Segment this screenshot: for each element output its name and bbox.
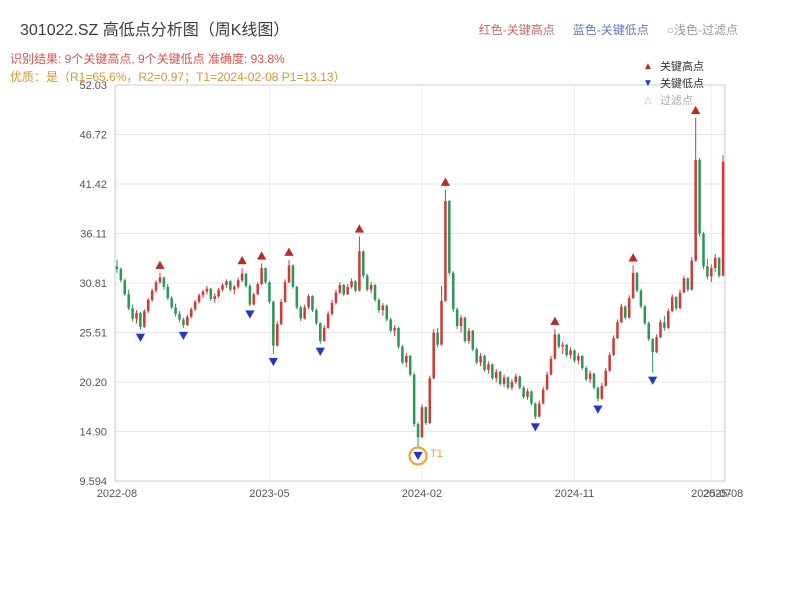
key-high-icon: ▲ bbox=[643, 61, 653, 72]
svg-text:2022-08: 2022-08 bbox=[97, 488, 137, 500]
recognition-result-text: 识别结果: 9个关键高点, 9个关键低点 准确度: 93.8% bbox=[10, 52, 285, 66]
chart-legend-item-key-low: ▼ 关键低点 bbox=[642, 77, 704, 91]
chart-legend-item-key-high: ▲ 关键高点 bbox=[642, 60, 704, 74]
chart-legend-label: 关键高点 bbox=[660, 61, 704, 73]
svg-text:2024-11: 2024-11 bbox=[555, 488, 595, 500]
svg-text:14.90: 14.90 bbox=[79, 426, 107, 438]
chart-legend: ▲ 关键高点 ▼ 关键低点 △ 过滤点 bbox=[642, 60, 704, 108]
svg-text:2025-07: 2025-07 bbox=[691, 488, 731, 500]
legend-filter-label: ○浅色-过滤点 bbox=[666, 23, 738, 37]
svg-text:41.42: 41.42 bbox=[79, 179, 107, 191]
key-low-icon: ▼ bbox=[643, 78, 653, 89]
svg-text:36.11: 36.11 bbox=[80, 229, 107, 241]
chart-legend-item-filter: △ 过滤点 bbox=[642, 94, 704, 108]
svg-text:25.51: 25.51 bbox=[79, 327, 107, 339]
svg-text:9.594: 9.594 bbox=[79, 476, 107, 488]
top-legend: 红色-关键高点 蓝色-关键低点 ○浅色-过滤点 bbox=[479, 21, 738, 38]
chart-legend-label: 过滤点 bbox=[660, 95, 693, 107]
svg-text:2025-08: 2025-08 bbox=[703, 488, 743, 500]
svg-text:30.81: 30.81 bbox=[79, 278, 107, 290]
svg-text:2023-05: 2023-05 bbox=[249, 488, 289, 500]
svg-text:T1: T1 bbox=[430, 448, 443, 460]
svg-text:20.20: 20.20 bbox=[79, 377, 107, 389]
svg-text:46.72: 46.72 bbox=[79, 130, 107, 142]
svg-text:2024-02: 2024-02 bbox=[402, 488, 442, 500]
chart-legend-label: 关键低点 bbox=[660, 78, 704, 90]
quality-text: 优质：是（R1=65.6%，R2=0.97；T1=2024-02-08 P1=1… bbox=[10, 70, 346, 84]
legend-key-low-label: 蓝色-关键低点 bbox=[572, 23, 649, 37]
legend-key-high-label: 红色-关键高点 bbox=[478, 23, 555, 37]
filter-point-icon: △ bbox=[644, 95, 652, 106]
page-title: 301022.SZ 高低点分析图（周K线图） bbox=[20, 22, 290, 39]
svg-text:52.03: 52.03 bbox=[79, 80, 107, 92]
